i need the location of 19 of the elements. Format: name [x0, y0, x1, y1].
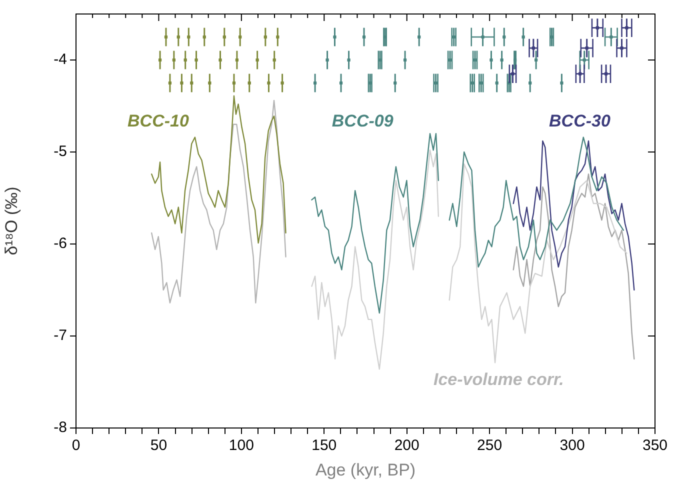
annotation: Ice-volume corr. — [433, 370, 564, 390]
y-tick-label: -4 — [54, 51, 67, 68]
x-tick-label: 250 — [477, 437, 502, 454]
x-tick-label: 350 — [642, 437, 668, 454]
y-tick-label: -5 — [54, 143, 67, 160]
x-tick-label: 0 — [72, 437, 80, 454]
x-tick-label: 300 — [560, 437, 585, 454]
x-axis-title: Age (kyr, BP) — [315, 460, 416, 480]
annotation: BCC-10 — [128, 111, 190, 130]
y-tick-label: -7 — [54, 327, 67, 344]
x-tick-label: 50 — [150, 437, 168, 454]
x-tick-label: 100 — [228, 437, 254, 454]
x-tick-label: 150 — [312, 437, 337, 454]
y-tick-label: -8 — [54, 419, 67, 436]
annotation: BCC-30 — [549, 111, 611, 130]
y-axis-title: δ¹⁸O (‰) — [2, 186, 21, 256]
annotation: BCC-09 — [332, 111, 394, 130]
x-tick-label: 200 — [394, 437, 420, 454]
y-tick-label: -6 — [54, 235, 67, 252]
